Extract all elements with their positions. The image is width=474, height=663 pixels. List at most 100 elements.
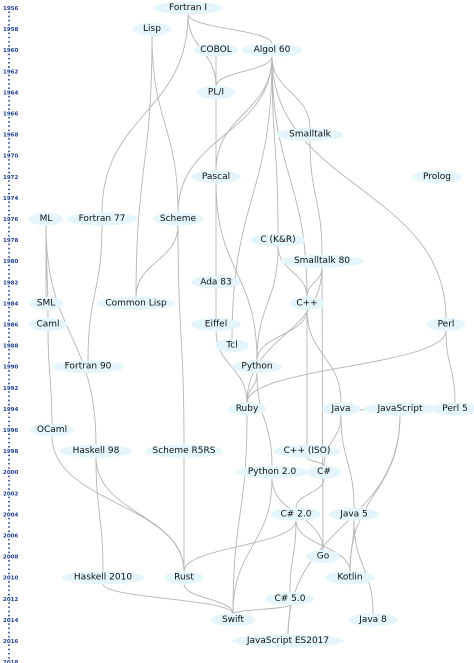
node-csharp2[interactable]: C# 2.0 — [271, 507, 321, 521]
timeline-dot — [8, 543, 10, 545]
node-prolog[interactable]: Prolog — [412, 170, 462, 184]
node-bubble — [60, 444, 132, 458]
year-label: 2004 — [3, 512, 18, 518]
timeline-dot — [8, 146, 10, 149]
node-bubble — [236, 465, 308, 479]
timeline-dot — [8, 213, 10, 216]
node-rust[interactable]: Rust — [164, 571, 204, 585]
node-smalltalk80[interactable]: Smalltalk 80 — [280, 254, 364, 268]
timeline-dot — [8, 614, 10, 617]
node-csharp[interactable]: C# — [307, 465, 341, 479]
node-cobol[interactable]: COBOL — [194, 43, 238, 57]
node-bubble — [321, 402, 361, 416]
timeline-dot — [8, 644, 10, 647]
timeline-dot — [8, 572, 10, 575]
node-scheme[interactable]: Scheme — [153, 212, 203, 226]
node-label: C (K&R) — [260, 235, 295, 245]
node-java8[interactable]: Java 8 — [348, 613, 398, 627]
node-fortran1[interactable]: Fortran I — [154, 1, 222, 15]
edge-smalltalk80-cpp — [306, 267, 323, 298]
edge-csharp5-swift — [232, 604, 291, 615]
node-cppiso[interactable]: C++ (ISO) — [273, 444, 341, 458]
node-haskell2010[interactable]: Haskell 2010 — [61, 571, 145, 585]
timeline-dot — [8, 310, 10, 313]
timeline-dot — [8, 538, 10, 541]
node-java[interactable]: Java — [321, 402, 361, 416]
node-go[interactable]: Go — [306, 550, 340, 564]
timeline-dot — [8, 391, 10, 393]
year-label: 2016 — [3, 639, 18, 645]
node-cpp[interactable]: C++ — [290, 296, 324, 310]
timeline-dot — [8, 150, 10, 153]
node-algol60[interactable]: Algol 60 — [241, 43, 303, 57]
node-lisp[interactable]: Lisp — [132, 22, 172, 36]
timeline-dot — [8, 370, 10, 372]
timeline-dot — [8, 116, 10, 119]
node-perl5[interactable]: Perl 5 — [430, 402, 474, 416]
node-ckr[interactable]: C (K&R) — [250, 233, 306, 247]
timeline-dot — [8, 585, 10, 588]
node-pli[interactable]: PL/I — [196, 85, 236, 99]
node-fortran90[interactable]: Fortran 90 — [52, 360, 124, 374]
timeline-dot — [8, 66, 10, 68]
year-label: 1970 — [3, 154, 18, 160]
timeline-dot — [8, 496, 10, 499]
node-csharp5[interactable]: C# 5.0 — [265, 592, 315, 606]
timeline-dot — [8, 467, 10, 469]
timeline-dot — [8, 412, 10, 415]
node-javascript[interactable]: JavaScript — [364, 402, 436, 416]
node-label: C++ — [296, 298, 317, 308]
node-label: SML — [37, 298, 56, 308]
timeline-dot — [8, 209, 10, 212]
node-label: Perl — [438, 320, 455, 330]
node-eiffel[interactable]: Eiffel — [191, 318, 241, 331]
node-haskell98[interactable]: Haskell 98 — [60, 444, 132, 458]
node-python[interactable]: Python — [232, 360, 282, 374]
year-label: 1966 — [3, 112, 18, 118]
node-caml[interactable]: Caml — [28, 318, 68, 331]
timeline-dot — [8, 564, 10, 566]
timeline-dot — [8, 340, 10, 343]
node-ada83[interactable]: Ada 83 — [191, 275, 241, 289]
node-swift[interactable]: Swift — [211, 613, 255, 627]
node-ocaml[interactable]: OCaml — [30, 423, 74, 437]
node-java5[interactable]: Java 5 — [329, 507, 379, 521]
timeline-dot — [8, 201, 10, 204]
timeline-dot — [8, 163, 10, 166]
timeline-dot — [8, 243, 10, 246]
node-ruby[interactable]: Ruby — [227, 402, 267, 416]
node-pascal[interactable]: Pascal — [191, 170, 241, 184]
node-tcl[interactable]: Tcl — [215, 339, 249, 353]
timeline-dot — [8, 192, 10, 195]
timeline-dot — [8, 656, 10, 659]
node-label: Perl 5 — [442, 404, 467, 414]
node-commonlisp[interactable]: Common Lisp — [97, 296, 175, 310]
edge-smalltalk80-ruby — [246, 267, 323, 403]
timeline-dot — [8, 652, 10, 655]
node-label: Smalltalk 80 — [294, 256, 350, 266]
node-label: JavaScript ES2017 — [246, 636, 329, 646]
node-kotlin[interactable]: Kotlin — [325, 571, 375, 585]
node-label: C# — [317, 467, 331, 477]
timeline: 1956 1958 1960 1962 1964 1966 1968 1970 1972 1974… — [3, 6, 18, 663]
node-label: Caml — [36, 320, 59, 330]
node-sml[interactable]: SML — [29, 296, 63, 310]
node-bubble — [132, 22, 172, 36]
node-ml[interactable]: ML — [29, 212, 63, 226]
timeline-dot — [8, 589, 10, 592]
node-bubble — [61, 571, 145, 585]
year-label: 1958 — [3, 27, 18, 33]
timeline-dot — [8, 635, 10, 638]
edge-rust-swift — [183, 583, 234, 615]
node-smalltalk[interactable]: Smalltalk — [276, 128, 344, 142]
node-fortran77[interactable]: Fortran 77 — [66, 212, 138, 226]
node-python2[interactable]: Python 2.0 — [236, 465, 308, 479]
node-es2017[interactable]: JavaScript ES2017 — [232, 634, 344, 648]
timeline-dot — [8, 129, 10, 132]
node-schemer5rs[interactable]: Scheme R5RS — [145, 444, 223, 458]
year-label: 1974 — [3, 196, 18, 202]
timeline-dot — [8, 568, 10, 571]
node-perl[interactable]: Perl — [426, 318, 466, 331]
timeline-dot — [8, 226, 10, 229]
